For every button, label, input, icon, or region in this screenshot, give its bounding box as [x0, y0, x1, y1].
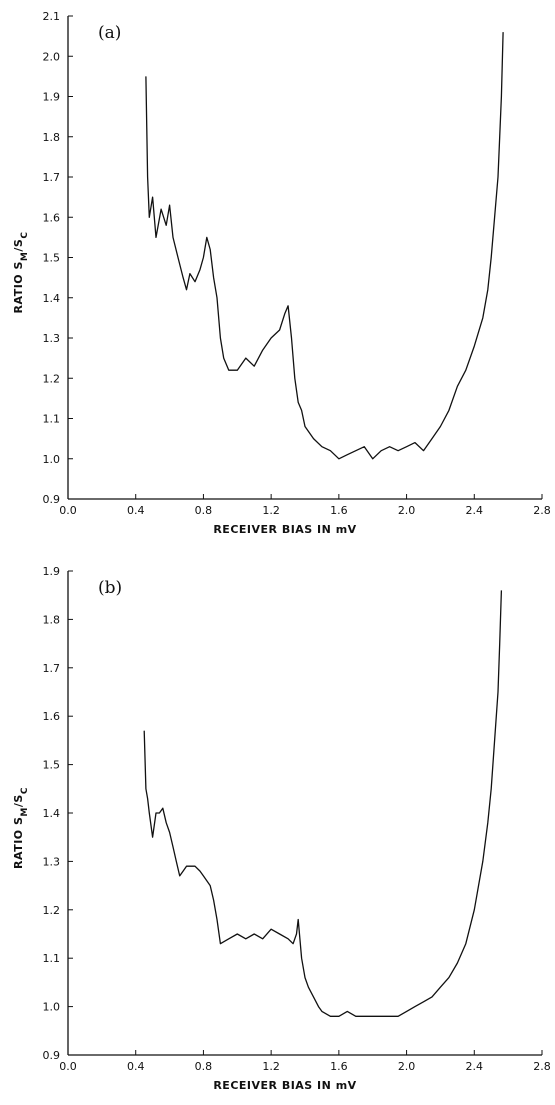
y-tick-label: 1.6: [43, 211, 61, 224]
x-tick-label: 2.4: [466, 1060, 484, 1073]
y-axis-title-sub-m: M: [20, 807, 30, 816]
y-axis-title-sub-c: C: [20, 232, 30, 239]
y-tick-label: 1.4: [43, 292, 61, 305]
chart-panel-b: 0.9 1.0 1.1 1.2 1.3 1.4 1.5 1.6 1.7 1.8 1.9 0.0 0.4…: [12, 565, 551, 1092]
y-tick-label: 1.5: [43, 759, 61, 772]
y-tick-label: 2.0: [43, 50, 61, 63]
x-axis-ticks: 0.0 0.4 0.8 1.2 1.6 2.0 2.4 2.8: [59, 1050, 551, 1073]
y-axis-ticks: 0.9 1.0 1.1 1.2 1.3 1.4 1.5 1.6 1.7 1.8 1.9: [43, 565, 73, 1062]
x-tick-label: 1.2: [262, 504, 280, 517]
y-tick-label: 1.8: [43, 131, 61, 144]
series-layer: [145, 32, 504, 460]
plot-frame: [67, 571, 542, 1056]
y-tick-label: 1.9: [43, 91, 61, 104]
x-tick-label: 0.8: [195, 504, 213, 517]
y-tick-label: 1.2: [43, 904, 61, 917]
y-tick-label: 1.0: [43, 453, 61, 466]
y-tick-label: 1.2: [43, 372, 61, 385]
y-axis-title-slash: /S: [12, 239, 25, 252]
x-axis-title: RECEIVER BIAS IN mV: [213, 523, 356, 536]
y-tick-label: 1.7: [43, 171, 61, 184]
x-tick-label: 0.0: [59, 1060, 77, 1073]
chart-panel-a: 0.91.01.11.21.31.41.51.61.71.81.92.02.1 …: [12, 10, 551, 536]
panel-label: (a): [98, 23, 121, 43]
x-tick-label: 2.4: [466, 504, 484, 517]
y-tick-label: 1.9: [43, 565, 61, 578]
x-tick-label: 1.6: [330, 1060, 348, 1073]
y-tick-label: 0.9: [43, 1049, 61, 1062]
x-tick-label: 2.0: [398, 504, 416, 517]
x-tick-label: 0.0: [59, 504, 77, 517]
x-tick-label: 0.8: [195, 1060, 213, 1073]
y-tick-label: 1.1: [43, 413, 61, 426]
y-tick-label: 0.9: [43, 493, 61, 506]
x-tick-label: 2.8: [533, 504, 551, 517]
x-tick-label: 2.8: [533, 1060, 551, 1073]
y-axis-title: RATIO SM/SC: [12, 232, 30, 314]
y-axis-title: RATIO SM/SC: [12, 787, 30, 869]
y-tick-label: 1.3: [43, 855, 61, 868]
y-axis-title-text: RATIO S: [12, 261, 25, 313]
y-tick-label: 1.8: [43, 613, 61, 626]
panel-label: (b): [98, 578, 122, 598]
x-tick-label: 0.4: [127, 504, 145, 517]
x-tick-label: 1.2: [262, 1060, 280, 1073]
x-axis-title: RECEIVER BIAS IN mV: [213, 1079, 356, 1092]
x-tick-label: 2.0: [398, 1060, 416, 1073]
y-axis-title-text: RATIO S: [12, 817, 25, 869]
series-line: [145, 32, 504, 460]
y-tick-label: 1.6: [43, 710, 61, 723]
y-tick-label: 2.1: [43, 10, 61, 23]
y-tick-label: 1.5: [43, 252, 61, 265]
y-tick-label: 1.1: [43, 952, 61, 965]
x-axis-ticks: 0.0 0.4 0.8 1.2 1.6 2.0 2.4 2.8: [59, 494, 551, 517]
series-layer: [143, 590, 503, 1017]
y-tick-label: 1.7: [43, 662, 61, 675]
x-tick-label: 0.4: [127, 1060, 145, 1073]
y-axis-title-sub-c: C: [20, 787, 30, 794]
x-tick-label: 1.6: [330, 504, 348, 517]
y-tick-label: 1.4: [43, 807, 61, 820]
series-line: [143, 590, 503, 1017]
y-axis-ticks: 0.9 1.0 1.1 1.2 1.3 1.4 1.5 1.6 1.7 1.8 1.9 2.0 2.1: [43, 10, 73, 506]
y-tick-label: 1.3: [43, 332, 61, 345]
y-tick-label: 1.0: [43, 1001, 61, 1014]
y-axis-title-sub-m: M: [20, 252, 30, 261]
y-axis-title-slash: /S: [12, 794, 25, 807]
